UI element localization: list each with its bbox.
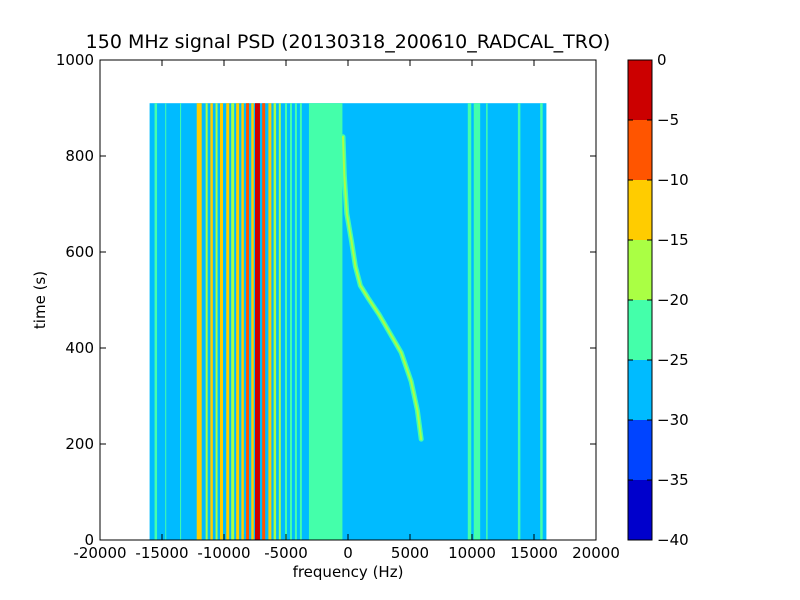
colorbar-segment bbox=[628, 120, 652, 180]
chart-title: 150 MHz signal PSD (20130318_200610_RADC… bbox=[86, 31, 611, 53]
signal-band bbox=[215, 103, 218, 540]
signal-band bbox=[308, 103, 343, 540]
y-tick-label: 600 bbox=[65, 243, 94, 261]
colorbar-segment bbox=[628, 360, 652, 420]
signal-band bbox=[540, 103, 543, 540]
signal-band bbox=[231, 103, 235, 540]
colorbar-tick-label: −15 bbox=[657, 231, 689, 249]
signal-band bbox=[196, 103, 202, 540]
signal-band bbox=[180, 103, 182, 540]
signal-band bbox=[486, 103, 488, 540]
x-tick-label: 20000 bbox=[572, 544, 620, 562]
signal-band bbox=[273, 103, 277, 540]
y-tick-label: 800 bbox=[65, 147, 94, 165]
colorbar-tick-label: −40 bbox=[657, 531, 689, 549]
colorbar: −40 −35 −30 −25 −20 −15 −10 −5 0 bbox=[627, 51, 689, 549]
x-tick-label: -20000 bbox=[73, 544, 126, 562]
signal-band bbox=[262, 103, 266, 540]
signal-band bbox=[246, 103, 250, 540]
colorbar-tick-label: −30 bbox=[657, 411, 689, 429]
signal-band bbox=[289, 103, 292, 540]
plot-frame bbox=[99, 59, 597, 541]
chirp-track bbox=[342, 135, 423, 441]
signal-band bbox=[226, 103, 230, 540]
colorbar-tick-label: −35 bbox=[657, 471, 689, 489]
x-tick-label: 0 bbox=[343, 544, 353, 562]
colorbar-tick-label: −5 bbox=[657, 111, 679, 129]
x-tick-label: -5000 bbox=[264, 544, 308, 562]
signal-band bbox=[220, 103, 224, 540]
colorbar-tick-label: 0 bbox=[657, 51, 667, 69]
x-tick-label: -10000 bbox=[197, 544, 250, 562]
x-tick-label: 15000 bbox=[510, 544, 558, 562]
y-tick-label: 0 bbox=[84, 531, 94, 549]
x-tick-label: -15000 bbox=[135, 544, 188, 562]
colorbar-segment bbox=[628, 420, 652, 480]
colorbar-segment bbox=[628, 240, 652, 300]
colorbar-tick-label: −25 bbox=[657, 351, 689, 369]
signal-band bbox=[255, 103, 260, 540]
signal-band bbox=[154, 103, 158, 540]
y-axis-label: time (s) bbox=[31, 271, 49, 329]
colorbar-tick-label: −20 bbox=[657, 291, 689, 309]
signal-band bbox=[236, 103, 240, 540]
signal-band bbox=[268, 103, 272, 540]
heatmap-layer bbox=[149, 103, 547, 540]
y-tick-label: 400 bbox=[65, 339, 94, 357]
signal-band bbox=[517, 103, 521, 540]
y-tick-label: 200 bbox=[65, 435, 94, 453]
signal-band bbox=[299, 103, 302, 540]
signal-band bbox=[205, 103, 208, 540]
colorbar-tick-label: −10 bbox=[657, 171, 689, 189]
signal-band bbox=[473, 103, 481, 540]
signal-band bbox=[251, 103, 254, 540]
signal-band bbox=[241, 103, 244, 540]
x-axis-label: frequency (Hz) bbox=[293, 563, 404, 581]
signal-band bbox=[165, 103, 167, 540]
signal-band bbox=[278, 103, 281, 540]
colorbar-segment bbox=[628, 480, 652, 540]
colorbar-segment bbox=[628, 300, 652, 360]
signal-band bbox=[285, 103, 287, 540]
x-tick-label: 10000 bbox=[448, 544, 496, 562]
colorbar-segment bbox=[628, 180, 652, 240]
signal-band bbox=[210, 103, 213, 540]
y-tick-label: 1000 bbox=[56, 51, 94, 69]
signal-band bbox=[294, 103, 297, 540]
axis-ticks: -20000 -15000 -10000 -5000 0 5000 10000 15000 20… bbox=[56, 51, 620, 562]
signal-band bbox=[467, 103, 472, 540]
x-tick-label: 5000 bbox=[391, 544, 429, 562]
colorbar-segment bbox=[628, 60, 652, 120]
